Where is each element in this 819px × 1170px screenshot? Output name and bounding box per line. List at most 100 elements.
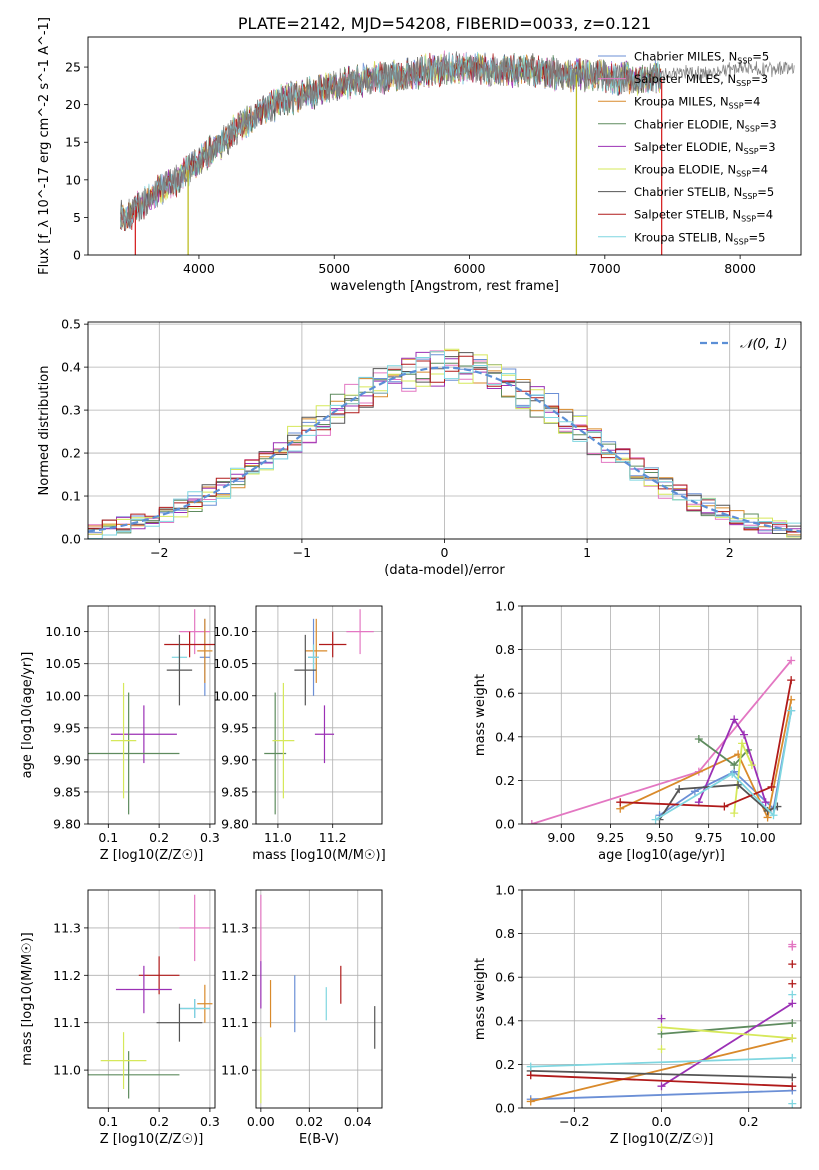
residuals-frame [87, 321, 802, 540]
x-tick-label: 0.1 [98, 1114, 118, 1129]
y-tick-label: 20 [65, 97, 81, 112]
weight-marker [730, 809, 739, 818]
legend-label-tail: =5 [749, 230, 766, 244]
legend-label: Salpeter ELODIE, NSSP=3 [634, 140, 776, 156]
weight-marker [761, 798, 770, 807]
weight-marker [734, 780, 743, 789]
weight-vs-Z-frame [521, 889, 802, 1109]
weight-marker [788, 999, 797, 1008]
residual-histogram-step [88, 351, 801, 539]
y-tick-label: 0.1 [61, 489, 81, 504]
observed-spectrum-line [120, 51, 662, 231]
legend-label-main: Salpeter STELIB, N [634, 208, 741, 222]
legend-label-tail: =3 [759, 140, 776, 154]
legend-label-main: Salpeter MILES, N [634, 72, 736, 86]
y-tick-label: 0.3 [61, 403, 81, 418]
mass-vs-Z-points [88, 894, 213, 1099]
weight-vs-age-ylabel: mass weight [473, 674, 488, 756]
weight-marker [769, 811, 778, 820]
legend-label-sub: SSP [742, 192, 757, 201]
y-tick-label: 0.6 [495, 970, 515, 985]
y-tick-label: 0.6 [495, 686, 515, 701]
weight-vs-Z-lines [526, 940, 797, 1108]
x-tick-label: 2 [726, 545, 734, 560]
x-tick-label: 7000 [589, 261, 621, 276]
x-tick-label: 6000 [454, 261, 486, 276]
spectrum-lines [120, 50, 795, 255]
x-tick-label: 0.04 [344, 1114, 372, 1129]
spectrum-title: PLATE=2142, MJD=54208, FIBERID=0033, z=0… [238, 14, 651, 33]
weight-marker [747, 761, 756, 770]
x-tick-label: 0.00 [247, 1114, 275, 1129]
y-tick-label: 11.3 [221, 920, 249, 935]
mass-vs-Z-frame [87, 889, 216, 1109]
y-tick-label: 11.0 [53, 1063, 81, 1078]
weight-marker [788, 979, 797, 988]
legend-label-tail: =4 [744, 95, 761, 109]
weight-marker [788, 1053, 797, 1062]
x-tick-label: 5000 [318, 261, 350, 276]
gaussian-curve [88, 366, 801, 533]
y-tick-label: 0.0 [495, 1101, 515, 1116]
legend-label-sub: SSP [741, 215, 756, 224]
weight-marker [740, 730, 749, 739]
weight-marker [728, 769, 737, 778]
weight-series-line [620, 679, 793, 808]
x-tick-label: 0.02 [295, 1114, 323, 1129]
weight-marker [787, 706, 796, 715]
legend-label-sub: SSP [734, 237, 749, 246]
y-tick-label: 0.2 [495, 1057, 515, 1072]
weight-marker [526, 1062, 535, 1071]
weight-series-line [619, 699, 793, 821]
y-tick-label: 5 [73, 210, 81, 225]
x-tick-label: 0.1 [98, 830, 118, 845]
x-tick-label: 0.3 [200, 1114, 220, 1129]
observed-tail-line [661, 59, 795, 83]
y-tick-label: 9.95 [53, 720, 81, 735]
y-tick-label: 10.10 [213, 624, 249, 639]
age-vs-mass-xlabel: mass [log10(M/M☉)] [252, 848, 385, 863]
age-vs-Z-xlabel: Z [log10(Z/Z☉)] [100, 848, 204, 863]
mass-vs-Z-ylabel: mass [log10(M/M☉)] [20, 932, 35, 1065]
weight-vs-age-lines [527, 656, 796, 824]
age-vs-Z-points [88, 609, 215, 815]
legend-label-sub: SSP [736, 79, 751, 88]
legend-label: Chabrier STELIB, NSSP=5 [634, 185, 774, 201]
legend-label: Kroupa STELIB, NSSP=5 [634, 230, 765, 246]
y-tick-label: 0.5 [61, 317, 81, 332]
weight-marker [657, 1014, 666, 1023]
y-tick-label: 10.05 [45, 656, 81, 671]
legend-label-main: Chabrier STELIB, N [634, 185, 742, 199]
weight-series-line [661, 1022, 793, 1035]
legend-label-tail: =3 [760, 117, 777, 131]
weight-marker [657, 1045, 666, 1054]
y-tick-label: 11.0 [221, 1063, 249, 1078]
weight-marker [694, 734, 703, 743]
weight-series-line [530, 1037, 793, 1103]
weight-vs-age-xlabel: age [log10(age/yr)] [598, 848, 725, 863]
x-tick-label: 0.2 [149, 1114, 169, 1129]
weight-marker [720, 802, 729, 811]
legend-label-main: Chabrier MILES, N [634, 50, 737, 64]
y-tick-label: 15 [65, 135, 81, 150]
weight-vs-age-frame [521, 605, 802, 825]
y-tick-label: 0.8 [495, 642, 515, 657]
legend-label-main: Salpeter ELODIE, N [634, 140, 744, 154]
weight-series-line [530, 1057, 793, 1068]
spectrum-axes: 4000 5000 6000 7000 8000 0 5 10 15 20 25 [65, 60, 756, 276]
mass-vs-ebv-axes: 0.00 0.02 0.04 11.0 11.1 11.2 11.3 [221, 890, 382, 1129]
y-tick-label: 11.2 [221, 968, 249, 983]
legend-label: Chabrier MILES, NSSP=5 [634, 50, 769, 66]
residuals-ylabel: Normed distribution [37, 366, 52, 496]
weight-marker [657, 1023, 666, 1032]
y-tick-label: 0.0 [495, 817, 515, 832]
weight-marker [657, 1082, 666, 1091]
age-vs-mass-points [264, 609, 374, 815]
mass-vs-Z-xlabel: Z [log10(Z/Z☉)] [100, 1132, 204, 1147]
y-tick-label: 0.4 [61, 360, 81, 375]
weight-marker [787, 695, 796, 704]
x-tick-label: 8000 [724, 261, 756, 276]
x-tick-label: 9.50 [646, 830, 674, 845]
x-tick-label: −1 [293, 545, 311, 560]
